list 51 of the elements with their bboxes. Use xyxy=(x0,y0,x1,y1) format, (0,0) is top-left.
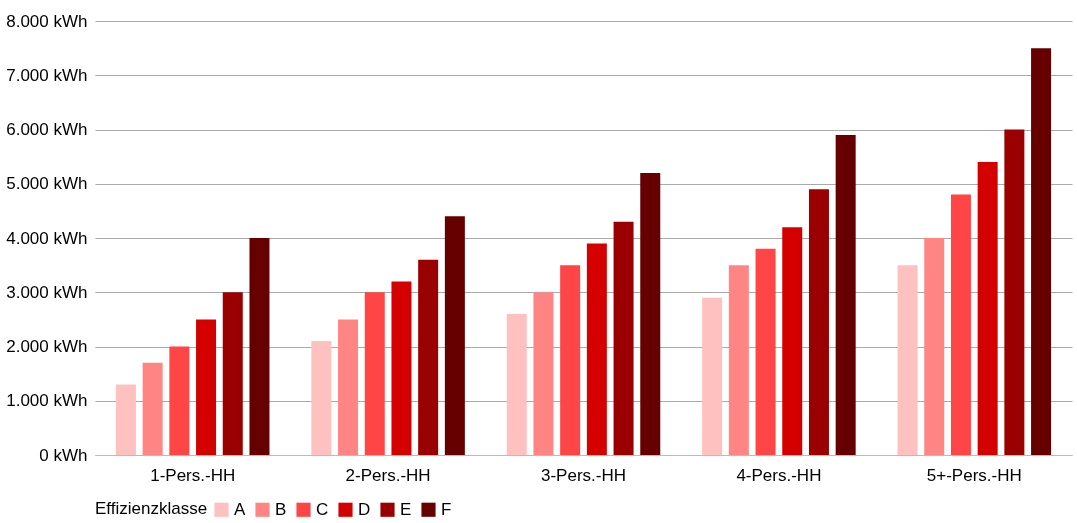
bar xyxy=(506,313,527,455)
bar xyxy=(196,319,217,455)
bar xyxy=(115,384,136,455)
bar xyxy=(560,265,581,455)
y-tick-label: 0 kWh xyxy=(39,445,88,465)
bar xyxy=(782,227,803,455)
bar xyxy=(977,162,998,455)
y-tick-label: 4.000 kWh xyxy=(6,228,88,248)
bar xyxy=(950,194,971,455)
bar xyxy=(364,292,385,455)
y-tick-label: 7.000 kWh xyxy=(6,65,88,85)
legend-label: A xyxy=(234,499,246,519)
x-tick-label: 2-Pers.-HH xyxy=(345,465,431,485)
y-tick-label: 6.000 kWh xyxy=(6,120,88,139)
bar xyxy=(169,346,190,455)
bar xyxy=(418,259,439,455)
bar xyxy=(586,243,607,455)
y-tick-label: 1.000 kWh xyxy=(6,391,88,411)
y-tick-label: 8.000 kWh xyxy=(6,11,88,31)
x-tick-label: 4-Pers.-HH xyxy=(736,465,822,485)
legend-label: D xyxy=(358,499,371,519)
y-tick-label: 2.000 kWh xyxy=(6,337,88,356)
bar xyxy=(728,265,749,455)
bar xyxy=(338,319,359,455)
bar xyxy=(1004,129,1025,455)
bar xyxy=(808,189,829,455)
bar xyxy=(533,292,554,455)
bar xyxy=(142,362,163,455)
legend-label: E xyxy=(400,499,412,519)
bar xyxy=(702,297,723,455)
bar xyxy=(755,248,776,455)
legend-label: F xyxy=(441,499,452,519)
bar xyxy=(222,292,243,455)
x-tick-label: 3-Pers.-HH xyxy=(540,465,627,485)
bar xyxy=(897,265,918,455)
bar xyxy=(391,281,412,455)
legend-label: B xyxy=(275,499,287,519)
bar xyxy=(1031,48,1052,455)
bar xyxy=(444,216,465,455)
y-tick-label: 5.000 kWh xyxy=(6,174,88,194)
bar xyxy=(835,134,856,455)
bar xyxy=(640,172,661,455)
bar xyxy=(924,238,945,455)
bar xyxy=(613,221,634,455)
x-tick-label: 1-Pers.-HH xyxy=(150,465,236,485)
legend-label: C xyxy=(316,499,329,519)
x-tick-label: 5+-Pers.-HH xyxy=(926,465,1022,485)
bar xyxy=(249,238,270,455)
legend-title: Effizienzklasse xyxy=(95,499,208,518)
bar xyxy=(311,341,332,455)
y-tick-label: 3.000 kWh xyxy=(6,282,88,302)
